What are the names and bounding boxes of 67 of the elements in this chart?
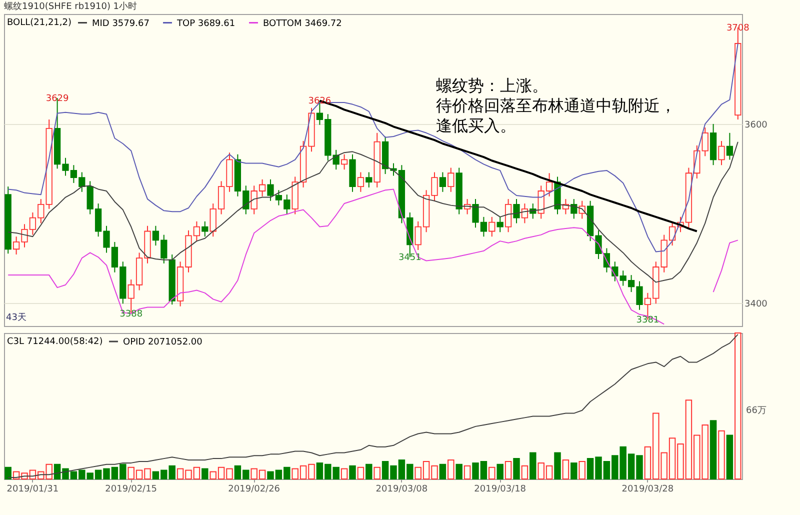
bar xyxy=(734,332,742,480)
candlestick xyxy=(366,172,372,188)
legend-title: C3L 71244.00(58:42) xyxy=(7,337,103,347)
candlestick xyxy=(570,198,578,220)
x-tick-label: 2019/02/15 xyxy=(105,484,158,494)
candlestick xyxy=(521,203,528,224)
annotation: 43天 xyxy=(6,312,26,323)
candlestick xyxy=(340,154,348,170)
candlestick xyxy=(202,220,208,238)
x-tick-label: 2019/03/28 xyxy=(622,484,674,494)
candlestick xyxy=(488,216,496,238)
x-tick-label: 2019/03/08 xyxy=(376,484,428,494)
legend-label: OPID 2071052.00 xyxy=(123,338,203,348)
line-series xyxy=(8,141,738,283)
bar xyxy=(366,464,372,480)
annotation: 螺纹势：上涨。待价格回落至布林通道中轨附近，逢低买入。 xyxy=(436,77,676,135)
candlestick xyxy=(504,198,512,233)
candlestick xyxy=(718,140,725,166)
bar xyxy=(202,468,208,480)
annotation: 3381 xyxy=(636,316,660,326)
bar xyxy=(456,464,462,480)
x-tick-label: 2019/02/26 xyxy=(228,484,280,494)
bar xyxy=(726,434,734,480)
line-series xyxy=(8,43,738,252)
chart-title: 螺纹1910(SHFE rb1910) 1小时 xyxy=(4,1,138,12)
annotation: 3626 xyxy=(308,96,332,107)
bar xyxy=(488,466,496,480)
bar xyxy=(718,430,725,480)
candlestick xyxy=(513,198,520,224)
candlestick xyxy=(702,127,708,157)
legend-label: TOP 3689.61 xyxy=(176,18,236,29)
y-tick-label: 3600 xyxy=(744,120,768,130)
bar xyxy=(562,460,570,480)
bar xyxy=(530,452,536,480)
bar xyxy=(448,460,454,480)
bar xyxy=(4,466,12,480)
bar xyxy=(513,458,520,480)
bar xyxy=(340,468,348,480)
x-tick-label: 2019/03/18 xyxy=(474,484,526,494)
bar xyxy=(439,464,446,480)
bar xyxy=(357,466,364,480)
candlestick xyxy=(726,132,734,160)
bar xyxy=(578,460,586,480)
candlestick xyxy=(267,178,274,202)
annotation: 3388 xyxy=(120,309,143,320)
candlestick xyxy=(357,172,364,192)
bar xyxy=(374,466,380,480)
legend-label: BOTTOM 3469.72 xyxy=(263,18,342,29)
bar xyxy=(570,462,578,480)
annotation: 3629 xyxy=(46,94,70,104)
text: 66万 xyxy=(746,406,766,416)
y-tick-label: 3400 xyxy=(744,299,768,310)
bar xyxy=(464,465,471,480)
bar xyxy=(496,464,504,480)
legend-title: BOLL(21,21,2) xyxy=(7,18,72,28)
annotation: 3708 xyxy=(726,23,750,34)
bar xyxy=(349,465,356,480)
bar xyxy=(521,465,528,480)
candlestick xyxy=(439,172,446,192)
legend-label: MID 3579.67 xyxy=(92,18,150,29)
bar xyxy=(554,452,561,480)
bar xyxy=(710,420,717,480)
annotation: 3451 xyxy=(398,253,422,264)
x-tick-label: 2019/01/31 xyxy=(6,484,59,494)
candlestick xyxy=(448,167,454,192)
bar xyxy=(504,460,512,480)
candlestick xyxy=(496,216,504,233)
